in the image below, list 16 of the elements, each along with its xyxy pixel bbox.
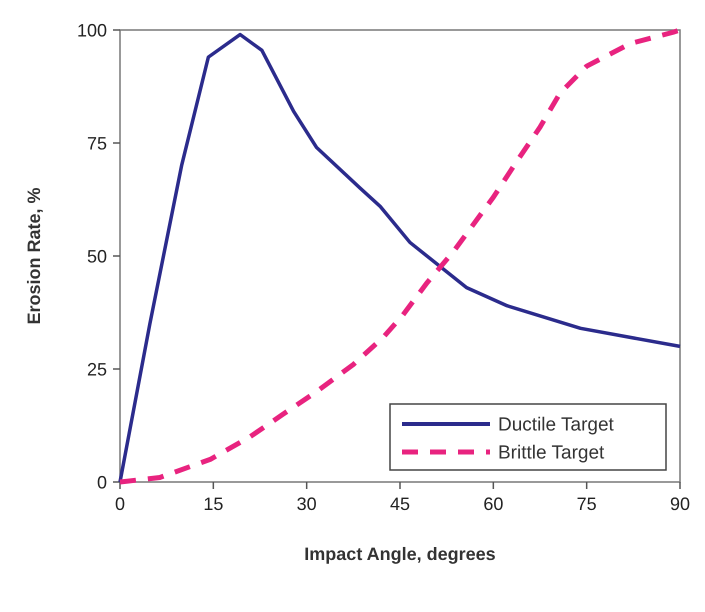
y-tick-label: 50 xyxy=(86,246,107,266)
y-tick-label: 75 xyxy=(86,133,107,154)
x-axis-title: Impact Angle, degrees xyxy=(304,544,496,564)
legend-label: Brittle Target xyxy=(498,442,606,464)
x-tick-label: 75 xyxy=(576,494,597,514)
x-tick-label: 60 xyxy=(483,494,504,514)
x-tick-label: 30 xyxy=(296,494,317,514)
x-tick-label: 90 xyxy=(670,494,690,514)
y-tick-label: 0 xyxy=(96,472,107,492)
x-tick-label: 15 xyxy=(203,494,224,514)
y-tick-label: 25 xyxy=(86,359,107,380)
legend-label: Ductile Target xyxy=(498,414,615,436)
x-tick-label: 45 xyxy=(390,494,410,514)
x-tick-label: 0 xyxy=(114,494,126,514)
y-axis-title: Erosion Rate, % xyxy=(24,187,44,325)
y-tick-label: 100 xyxy=(76,20,107,40)
